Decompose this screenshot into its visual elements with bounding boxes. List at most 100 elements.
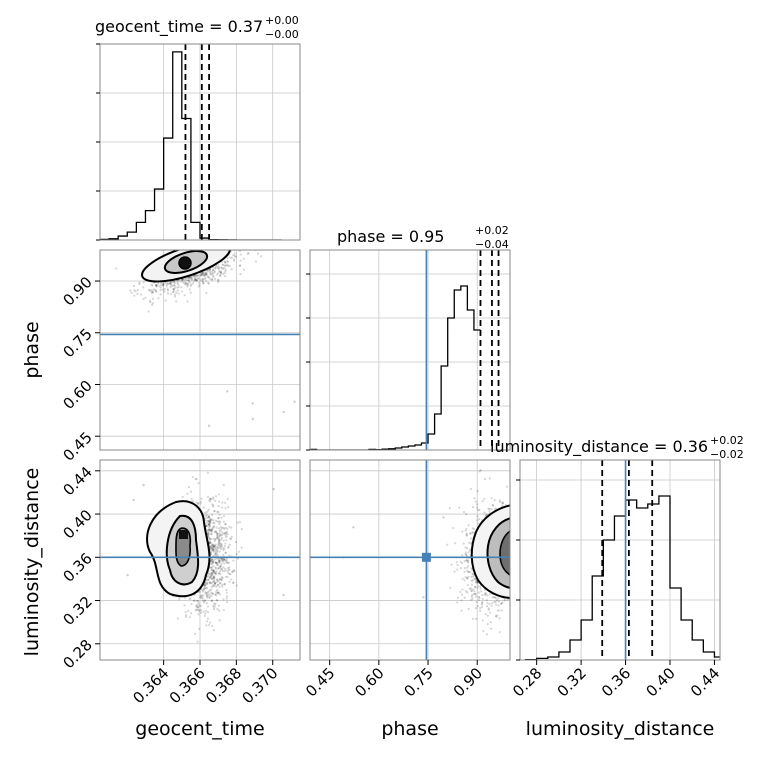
- sample-point: [225, 588, 228, 592]
- sample-point: [211, 544, 214, 547]
- sample-point: [219, 547, 223, 551]
- sample-point: [226, 527, 229, 531]
- sample-point: [208, 541, 211, 544]
- sample-point: [525, 535, 527, 537]
- sample-point: [210, 545, 213, 548]
- sample-point: [287, 241, 289, 243]
- sample-point: [229, 242, 231, 244]
- sample-point: [204, 519, 207, 522]
- sample-point: [212, 629, 216, 632]
- sample-point: [169, 281, 172, 284]
- sample-point: [197, 285, 201, 288]
- sample-point: [219, 272, 223, 275]
- sample-point: [465, 559, 468, 562]
- sample-point: [195, 603, 199, 606]
- sample-point: [214, 267, 217, 270]
- sample-point: [212, 605, 215, 608]
- sample-point: [203, 584, 206, 588]
- sample-point: [212, 545, 216, 548]
- sample-point: [215, 590, 218, 593]
- sample-point: [223, 264, 227, 267]
- sample-point: [211, 545, 214, 548]
- sample-point: [489, 621, 492, 624]
- sample-point: [352, 526, 355, 529]
- sample-point: [213, 509, 216, 513]
- sample-point: [223, 557, 226, 561]
- sample-point: [223, 523, 227, 526]
- sample-point: [206, 578, 210, 581]
- sample-point: [218, 521, 222, 524]
- sample-point: [512, 575, 514, 577]
- sample-point: [469, 587, 473, 590]
- sample-point: [207, 531, 210, 535]
- sample-point: [213, 578, 216, 581]
- sample-point: [517, 524, 519, 526]
- sample-point: [207, 572, 210, 575]
- sample-point: [154, 289, 157, 293]
- sample-point: [184, 596, 187, 599]
- sample-point: [217, 604, 220, 607]
- sample-point: [225, 591, 228, 594]
- sample-point: [490, 604, 493, 608]
- geocent-time-x-label: geocent_time: [135, 718, 264, 740]
- sample-point: [215, 594, 218, 597]
- sample-point: [217, 558, 220, 561]
- sample-point: [189, 276, 193, 279]
- sample-point: [208, 581, 212, 584]
- sample-point: [229, 537, 233, 541]
- sample-point: [214, 537, 217, 540]
- sample-point: [517, 563, 519, 565]
- sample-point: [207, 276, 211, 279]
- sample-point: [500, 602, 503, 605]
- sample-point: [214, 538, 217, 541]
- sample-point: [210, 528, 213, 532]
- sample-point: [136, 288, 140, 292]
- sample-point: [209, 572, 212, 576]
- sample-point: [462, 542, 465, 545]
- sample-point: [214, 552, 218, 555]
- x-tick-label: 0.368: [202, 664, 245, 707]
- sample-point: [449, 586, 452, 589]
- sample-point: [212, 519, 215, 522]
- sample-point: [176, 281, 179, 284]
- sample-point: [209, 521, 212, 525]
- sample-point: [223, 547, 226, 550]
- sample-point: [511, 588, 513, 590]
- sample-point: [155, 285, 158, 288]
- sample-point: [501, 502, 504, 505]
- sample-point: [189, 281, 192, 284]
- sample-point: [227, 505, 230, 509]
- sample-point: [219, 545, 222, 548]
- sample-point: [217, 266, 221, 269]
- sample-point: [214, 553, 217, 556]
- sample-point: [186, 492, 189, 495]
- sample-point: [498, 617, 501, 620]
- sample-point: [212, 570, 215, 573]
- sample-point: [219, 270, 222, 273]
- sample-point: [225, 597, 228, 600]
- sample-point: [206, 524, 209, 527]
- sample-point: [218, 523, 221, 526]
- sample-point: [218, 500, 221, 503]
- sample-point: [204, 514, 207, 517]
- sample-point: [150, 283, 153, 286]
- sample-point: [459, 590, 462, 594]
- sample-point: [218, 619, 221, 622]
- sample-point: [480, 590, 483, 593]
- sample-point: [268, 243, 270, 245]
- sample-point: [212, 545, 215, 548]
- sample-point: [207, 526, 211, 529]
- sample-point: [233, 254, 236, 258]
- sample-point: [203, 587, 206, 591]
- sample-point: [513, 549, 515, 551]
- sample-point: [154, 283, 158, 287]
- sample-point: [187, 278, 190, 282]
- sample-point: [481, 500, 484, 503]
- sample-point: [448, 507, 451, 510]
- sample-point: [138, 281, 141, 284]
- sample-point: [196, 274, 200, 277]
- sample-point: [226, 390, 229, 393]
- sample-point: [132, 498, 135, 502]
- sample-point: [226, 256, 229, 260]
- sample-point: [487, 507, 490, 510]
